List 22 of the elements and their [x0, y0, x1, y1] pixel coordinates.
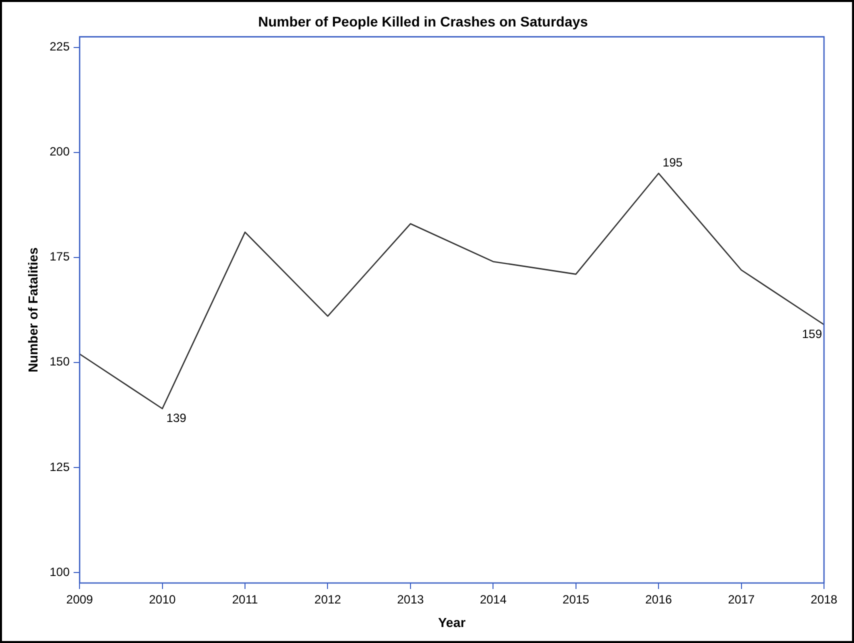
chart-title: Number of People Killed in Crashes on Saturdays	[258, 13, 588, 30]
x-tick-label: 2017	[728, 592, 755, 607]
x-tick-label: 2010	[148, 592, 176, 607]
data-label: 159	[802, 326, 822, 341]
x-tick-label: 2018	[810, 592, 838, 607]
y-tick-label: 200	[50, 144, 70, 159]
x-axis-title: Year	[438, 614, 466, 630]
x-tick-label: 2013	[397, 592, 424, 607]
x-tick-label: 2011	[232, 592, 258, 607]
data-label: 195	[662, 156, 683, 170]
y-tick-label: 125	[50, 460, 70, 474]
y-tick-label: 175	[50, 250, 70, 264]
data-label: 139	[166, 410, 187, 425]
y-tick-label: 150	[50, 354, 70, 369]
y-tick-label: 100	[50, 564, 70, 579]
x-tick-label: 2009	[66, 592, 94, 607]
y-axis-title: Number of Fatalities	[25, 247, 40, 372]
x-tick-label: 2015	[562, 592, 590, 607]
x-tick-label: 2016	[645, 592, 672, 607]
x-tick-label: 2014	[480, 592, 507, 607]
y-tick-label: 225	[50, 40, 70, 54]
x-tick-label: 2012	[314, 592, 342, 607]
